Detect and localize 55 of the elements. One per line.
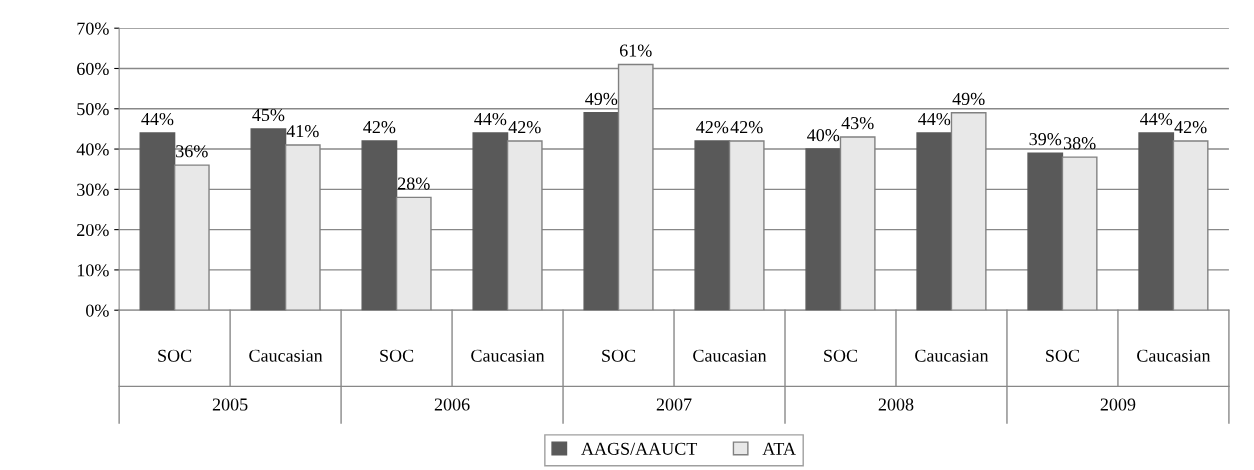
- data-label: 42%: [363, 120, 396, 134]
- data-label: 49%: [585, 92, 618, 106]
- bar: [694, 140, 731, 311]
- y-tick-label: 10%: [77, 264, 109, 277]
- legend-label: ATA: [762, 442, 796, 455]
- y-tick-label: 20%: [77, 223, 109, 237]
- data-label: 44%: [474, 112, 507, 126]
- y-tick-label: 70%: [77, 22, 109, 35]
- x-tick-label: Caucasian: [1137, 349, 1211, 362]
- data-label: 45%: [252, 108, 285, 122]
- x-tick-label: SOC: [380, 349, 414, 362]
- x-tick-label: SOC: [602, 349, 636, 362]
- legend-label: AAGS/AAUCT: [581, 442, 698, 455]
- data-label: 40%: [807, 129, 840, 142]
- y-tick-label: 30%: [77, 183, 109, 196]
- y-tick-label: 50%: [77, 103, 109, 116]
- data-label: 42%: [1174, 120, 1207, 134]
- data-label: 28%: [398, 177, 430, 190]
- data-label: 42%: [696, 120, 729, 134]
- data-label: 49%: [952, 92, 985, 106]
- x-tick-label: SOC: [824, 349, 858, 362]
- x-tick-label: Caucasian: [693, 349, 767, 362]
- text: 2007: [656, 398, 692, 411]
- text: 2006: [434, 398, 470, 411]
- bar: [916, 132, 953, 311]
- x-tick-label: SOC: [1046, 349, 1080, 362]
- y-tick-label: 40%: [76, 143, 109, 156]
- bar: [583, 112, 620, 311]
- data-label: 44%: [141, 112, 174, 126]
- bar: [1027, 152, 1064, 311]
- x-tick-label: Caucasian: [915, 349, 989, 362]
- bar: [139, 132, 176, 311]
- data-label: 41%: [286, 125, 319, 138]
- data-label: 36%: [176, 145, 208, 158]
- bar: [805, 148, 842, 311]
- data-label: 42%: [730, 120, 763, 134]
- x-tick-label: Caucasian: [471, 349, 545, 362]
- data-label: 43%: [841, 116, 874, 130]
- y-tick-label: 0%: [86, 304, 109, 317]
- data-label: 42%: [508, 120, 541, 134]
- bar: [250, 128, 287, 311]
- bar: [472, 132, 509, 311]
- data-label: 38%: [1063, 137, 1096, 150]
- data-label: 39%: [1029, 133, 1062, 146]
- text: 2008: [878, 398, 914, 411]
- text: 2009: [1100, 398, 1136, 411]
- data-label: 44%: [1140, 112, 1173, 126]
- data-label: 44%: [918, 112, 951, 126]
- x-tick-label: SOC: [158, 349, 192, 362]
- text: 2005: [212, 398, 248, 411]
- y-tick-label: 60%: [77, 62, 109, 75]
- data-label: 61%: [619, 44, 652, 57]
- x-tick-label: Caucasian: [249, 349, 323, 362]
- bar: [361, 140, 398, 311]
- bar: [1138, 132, 1175, 311]
